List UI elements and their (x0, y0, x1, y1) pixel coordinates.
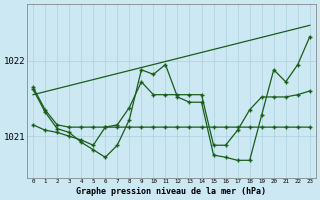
X-axis label: Graphe pression niveau de la mer (hPa): Graphe pression niveau de la mer (hPa) (76, 187, 267, 196)
